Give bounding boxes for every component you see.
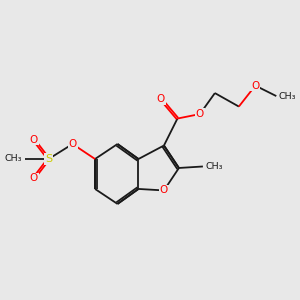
Text: CH₃: CH₃ (205, 162, 223, 171)
Text: O: O (160, 185, 168, 195)
Text: CH₃: CH₃ (279, 92, 296, 100)
Text: O: O (157, 94, 165, 104)
Text: O: O (29, 134, 38, 145)
Text: O: O (68, 139, 77, 149)
Text: O: O (29, 173, 38, 184)
Text: CH₃: CH₃ (5, 154, 22, 164)
Text: S: S (45, 154, 52, 164)
Text: O: O (196, 109, 204, 119)
Text: O: O (251, 81, 260, 91)
